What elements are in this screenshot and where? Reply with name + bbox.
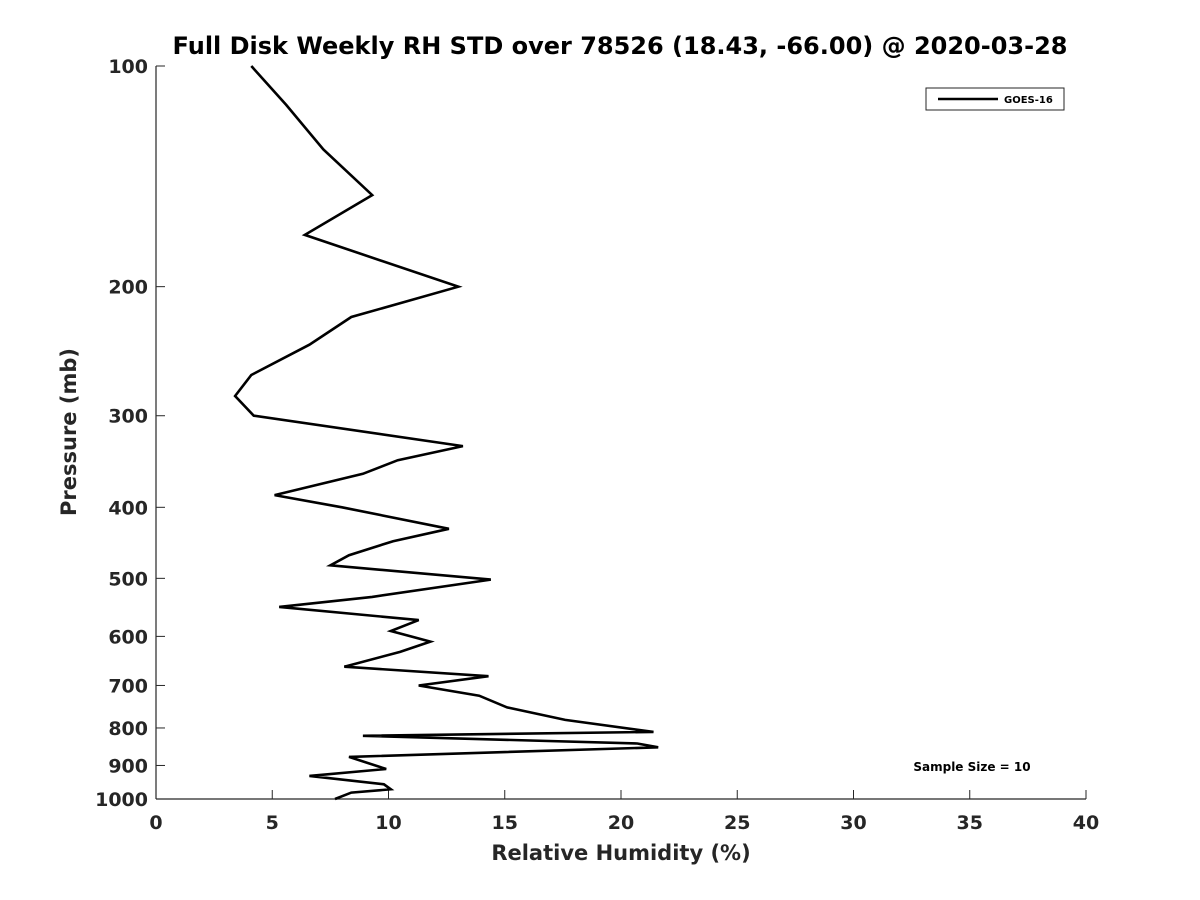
y-tick-label: 800 <box>108 718 148 740</box>
x-tick-label: 35 <box>957 812 983 834</box>
x-tick-label: 15 <box>492 812 518 834</box>
x-tick-label: 0 <box>149 812 162 834</box>
series-line-goes-16 <box>233 65 659 801</box>
y-tick-label: 200 <box>108 277 148 299</box>
x-tick-label: 30 <box>840 812 866 834</box>
y-axis-ticks: 100 200 300 400 500 600 700 800 900 1000 <box>95 56 165 811</box>
x-tick-label: 25 <box>724 812 750 834</box>
chart-title: Full Disk Weekly RH STD over 78526 (18.4… <box>173 32 1068 60</box>
legend: GOES-16 <box>925 87 1065 111</box>
x-tick-label: 5 <box>266 812 279 834</box>
legend-label-goes-16: GOES-16 <box>1004 95 1053 106</box>
x-tick-label: 10 <box>375 812 401 834</box>
x-tick-label: 20 <box>608 812 634 834</box>
x-tick-label: 40 <box>1073 812 1099 834</box>
y-tick-label: 400 <box>108 497 148 519</box>
y-tick-label: 1000 <box>95 789 148 811</box>
series-layer <box>233 65 659 801</box>
y-tick-label: 600 <box>108 626 148 648</box>
y-tick-label: 300 <box>108 406 148 428</box>
x-axis-ticks: 0 5 10 15 20 25 30 35 40 <box>149 790 1099 834</box>
y-axis-label: Pressure (mb) <box>57 348 81 516</box>
plot-axes <box>155 66 1086 800</box>
sample-size-annotation: Sample Size = 10 <box>913 760 1030 774</box>
y-tick-label: 900 <box>108 755 148 777</box>
y-tick-label: 100 <box>108 56 148 78</box>
y-tick-label: 500 <box>108 568 148 590</box>
x-axis-label: Relative Humidity (%) <box>491 841 750 865</box>
y-tick-label: 700 <box>108 675 148 697</box>
